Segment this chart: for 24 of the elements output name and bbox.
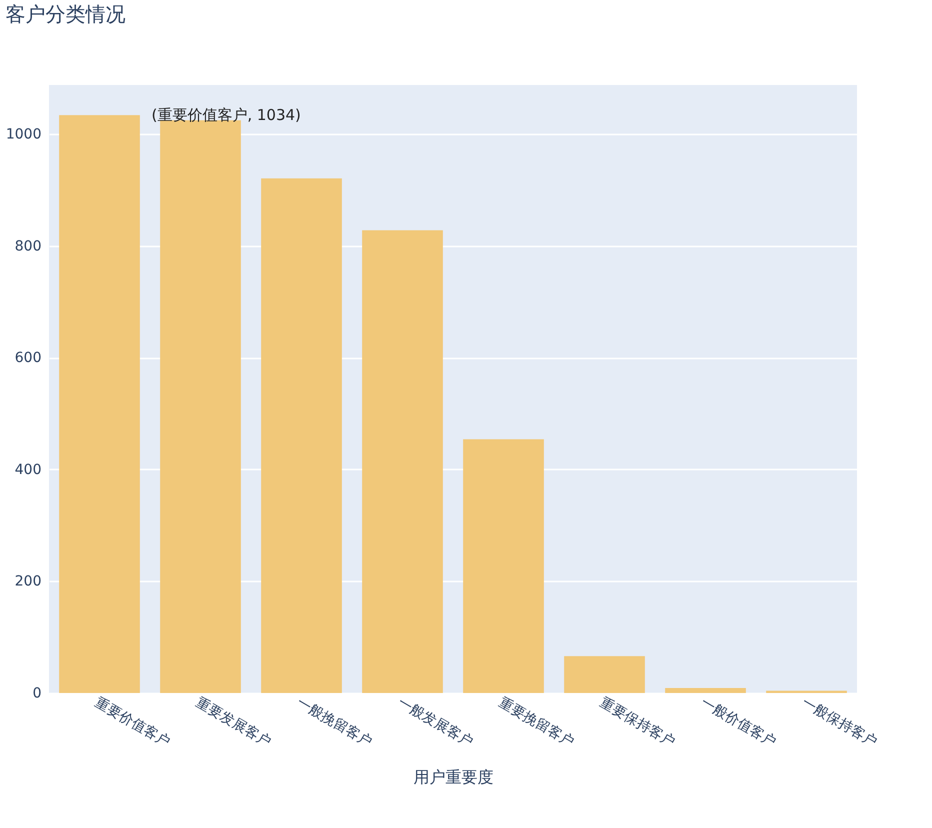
- y-tick-label: 800: [14, 238, 42, 254]
- bar: [59, 115, 140, 693]
- bar: [463, 439, 544, 693]
- annotation: (重要价值客户, 1034): [152, 106, 301, 124]
- y-tick-label: 1000: [6, 126, 42, 143]
- chart-title: 客户分类情况: [5, 2, 126, 26]
- x-tick-label: 重要保持客户: [597, 694, 678, 750]
- x-tick-label: 重要发展客户: [193, 694, 274, 750]
- x-tick-label: 一般发展客户: [395, 694, 476, 750]
- y-tick-label: 200: [14, 574, 42, 590]
- x-tick-label: 一般挽留客户: [294, 694, 375, 750]
- x-tick-label: 一般保持客户: [799, 694, 880, 750]
- x-tick-label: 重要价值客户: [92, 694, 173, 750]
- bar: [160, 120, 241, 693]
- y-tick-label: 600: [14, 350, 42, 366]
- x-axis-title: 用户重要度: [414, 768, 494, 787]
- bar: [362, 230, 443, 693]
- bar: [564, 656, 645, 693]
- bar: [665, 688, 746, 693]
- bar: [261, 178, 342, 693]
- y-tick-label: 400: [14, 462, 42, 478]
- y-tick-label: 0: [32, 686, 42, 702]
- x-tick-label: 一般价值客户: [698, 694, 779, 750]
- x-tick-label: 重要挽留客户: [496, 694, 577, 750]
